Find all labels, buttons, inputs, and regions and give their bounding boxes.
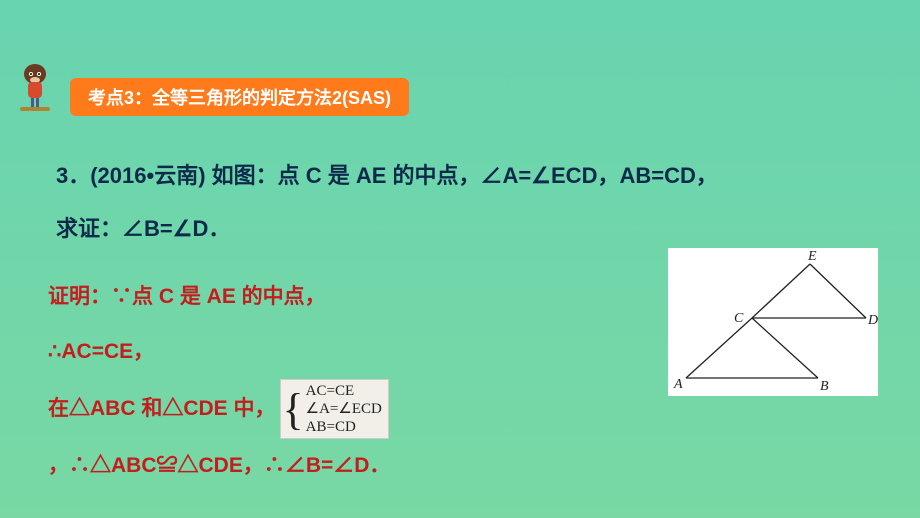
brace-row-2: ∠A=∠ECD	[306, 400, 382, 418]
svg-text:C: C	[734, 311, 744, 326]
mascot-icon	[14, 60, 56, 112]
svg-text:A: A	[673, 377, 683, 392]
brace-row-3: AB=CD	[306, 418, 382, 436]
problem-statement: 3．(2016•云南) 如图：点 C 是 AE 的中点，∠A=∠ECD，AB=C…	[56, 150, 860, 256]
proof-line-3: 在△ABC 和△CDE 中， { AC=CE ∠A=∠ECD AB=CD ，∴△…	[48, 379, 640, 494]
brace-rows: AC=CE ∠A=∠ECD AB=CD	[306, 382, 382, 436]
proof-line-1: 证明：∵点 C 是 AE 的中点，	[48, 270, 640, 325]
proof-line-2: ∴AC=CE，	[48, 325, 640, 380]
topic-badge-text: 考点3：全等三角形的判定方法2(SAS)	[88, 88, 391, 108]
brace-system: { AC=CE ∠A=∠ECD AB=CD	[280, 379, 389, 439]
svg-text:B: B	[820, 379, 829, 394]
svg-text:D: D	[867, 313, 878, 328]
brace-row-1: AC=CE	[306, 382, 382, 400]
proof-block: 证明：∵点 C 是 AE 的中点， ∴AC=CE， 在△ABC 和△CDE 中，…	[48, 270, 640, 494]
figure-svg: A B C D E	[668, 248, 878, 396]
svg-text:E: E	[807, 249, 817, 264]
topic-badge: 考点3：全等三角形的判定方法2(SAS)	[70, 78, 409, 116]
left-brace-icon: {	[283, 392, 304, 427]
problem-line-1: 3．(2016•云南) 如图：点 C 是 AE 的中点，∠A=∠ECD，AB=C…	[56, 150, 860, 203]
geometry-figure: A B C D E	[668, 248, 878, 396]
proof-line-3-prefix: 在△ABC 和△CDE 中，	[48, 382, 276, 437]
proof-line-3-suffix: ，∴△ABC≌△CDE，∴∠B=∠D．	[48, 439, 390, 494]
